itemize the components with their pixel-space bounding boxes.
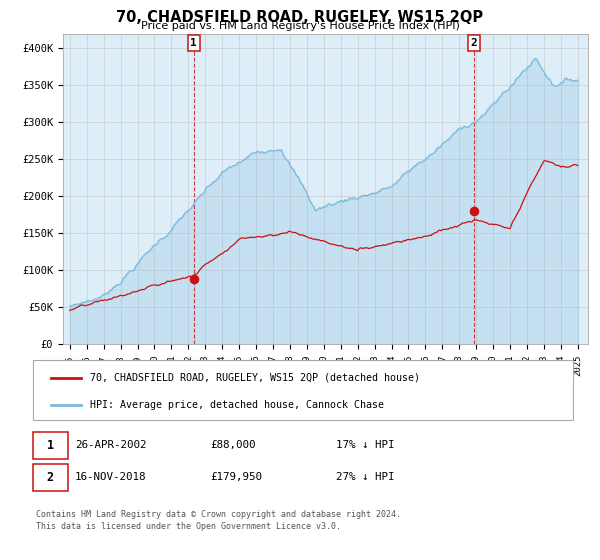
Text: £88,000: £88,000 <box>210 440 256 450</box>
Text: £179,950: £179,950 <box>210 472 262 482</box>
Text: 2: 2 <box>471 38 478 48</box>
Text: 1: 1 <box>47 438 54 452</box>
Text: 70, CHADSFIELD ROAD, RUGELEY, WS15 2QP (detached house): 70, CHADSFIELD ROAD, RUGELEY, WS15 2QP (… <box>90 373 420 383</box>
Text: Price paid vs. HM Land Registry's House Price Index (HPI): Price paid vs. HM Land Registry's House … <box>140 21 460 31</box>
Text: Contains HM Land Registry data © Crown copyright and database right 2024.: Contains HM Land Registry data © Crown c… <box>36 510 401 519</box>
Text: 2: 2 <box>47 470 54 484</box>
Point <box>469 207 479 216</box>
Text: 1: 1 <box>190 38 197 48</box>
Text: This data is licensed under the Open Government Licence v3.0.: This data is licensed under the Open Gov… <box>36 522 341 531</box>
Point <box>189 275 199 284</box>
Text: 27% ↓ HPI: 27% ↓ HPI <box>336 472 395 482</box>
Text: HPI: Average price, detached house, Cannock Chase: HPI: Average price, detached house, Cann… <box>90 400 384 410</box>
Text: 16-NOV-2018: 16-NOV-2018 <box>75 472 146 482</box>
Text: 26-APR-2002: 26-APR-2002 <box>75 440 146 450</box>
Text: 17% ↓ HPI: 17% ↓ HPI <box>336 440 395 450</box>
Text: 70, CHADSFIELD ROAD, RUGELEY, WS15 2QP: 70, CHADSFIELD ROAD, RUGELEY, WS15 2QP <box>116 10 484 25</box>
